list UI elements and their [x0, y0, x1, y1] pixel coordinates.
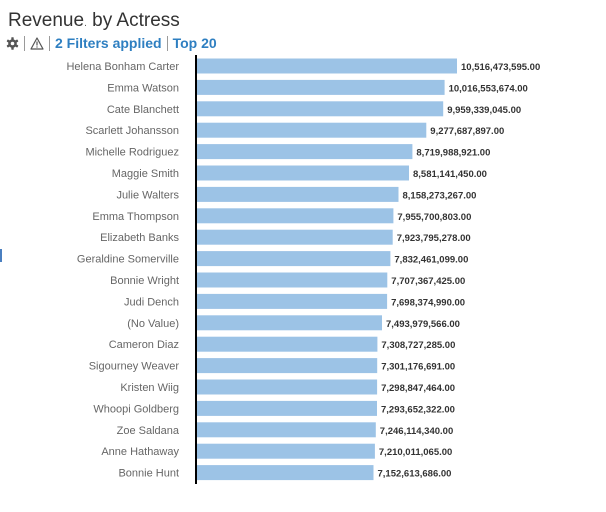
- bar[interactable]: [196, 144, 413, 160]
- value-label: 10,516,473,595.00: [461, 62, 540, 73]
- category-label: Maggie Smith: [112, 168, 179, 180]
- bar[interactable]: [196, 229, 393, 245]
- value-label: 9,277,687,897.00: [430, 126, 504, 137]
- category-label: Scarlett Johansson: [85, 125, 179, 137]
- value-label: 7,955,700,803.00: [397, 212, 471, 223]
- category-label: Cameron Diaz: [109, 339, 179, 351]
- bar[interactable]: [196, 400, 377, 416]
- bar[interactable]: [196, 465, 374, 481]
- category-label: Michelle Rodriguez: [85, 147, 179, 159]
- value-label: 7,293,652,322.00: [381, 404, 455, 415]
- value-label: 8,581,141,450.00: [413, 169, 487, 180]
- toolbar-divider: [49, 35, 50, 51]
- bar[interactable]: [196, 101, 444, 117]
- value-label: 9,959,339,045.00: [447, 105, 521, 116]
- bar[interactable]: [196, 251, 391, 267]
- category-label: Zoe Saldana: [117, 425, 180, 437]
- bar[interactable]: [196, 422, 376, 438]
- value-label: 7,246,114,340.00: [380, 426, 453, 437]
- category-label: Judi Dench: [124, 296, 179, 308]
- title-part2: by Actress: [86, 10, 180, 31]
- chart-toolbar: 2 Filters applied Top 20: [5, 34, 217, 52]
- bar[interactable]: [196, 186, 399, 202]
- category-label: Elizabeth Banks: [100, 232, 179, 244]
- value-label: 8,719,988,921.00: [416, 148, 490, 159]
- bar[interactable]: [196, 443, 375, 459]
- value-label: 7,210,011,065.00: [379, 447, 452, 458]
- category-label: Emma Thompson: [92, 211, 179, 223]
- category-label: Kristen Wiig: [120, 382, 179, 394]
- category-label: Sigourney Weaver: [89, 361, 180, 373]
- value-label: 7,707,367,425.00: [391, 276, 465, 287]
- bar[interactable]: [196, 272, 388, 288]
- selection-marker: [0, 249, 2, 262]
- value-label: 7,832,461,099.00: [394, 255, 468, 266]
- value-label: 7,301,176,691.00: [381, 362, 455, 373]
- category-label: Cate Blanchett: [107, 104, 179, 116]
- category-label: Helena Bonham Carter: [66, 61, 179, 73]
- gear-icon[interactable]: [5, 35, 19, 51]
- bar[interactable]: [196, 122, 427, 138]
- bar[interactable]: [196, 358, 378, 374]
- category-label: Geraldine Somerville: [77, 254, 179, 266]
- category-label: Bonnie Wright: [110, 275, 179, 287]
- bar[interactable]: [196, 315, 382, 331]
- value-label: 7,923,795,278.00: [397, 233, 471, 244]
- category-label: Bonnie Hunt: [118, 468, 179, 480]
- filters-applied-link[interactable]: 2 Filters applied: [55, 35, 162, 51]
- category-label: Emma Watson: [107, 82, 179, 94]
- value-label: 7,698,374,990.00: [391, 297, 465, 308]
- category-label: Whoopi Goldberg: [93, 403, 179, 415]
- toolbar-divider: [24, 35, 25, 51]
- bar[interactable]: [196, 336, 378, 352]
- top-n-link[interactable]: Top 20: [172, 35, 217, 51]
- bar[interactable]: [196, 208, 394, 224]
- category-label: Julie Walters: [116, 189, 179, 201]
- toolbar-divider: [166, 35, 168, 51]
- bar[interactable]: [196, 379, 378, 395]
- value-label: 8,158,273,267.00: [403, 190, 477, 201]
- bar[interactable]: [196, 58, 457, 74]
- value-label: 7,298,847,464.00: [381, 383, 455, 394]
- bar[interactable]: [196, 293, 388, 309]
- title-part1: Revenue: [8, 10, 85, 31]
- bar[interactable]: [196, 165, 409, 181]
- value-label: 10,016,553,674.00: [449, 83, 528, 94]
- bar[interactable]: [196, 79, 445, 95]
- category-label: Anne Hathaway: [101, 446, 179, 458]
- warning-triangle-icon[interactable]: [30, 35, 44, 51]
- chart-title: Revenue. by Actress: [8, 10, 180, 32]
- title-dot: .: [84, 18, 87, 29]
- category-label: (No Value): [127, 318, 179, 330]
- value-label: 7,493,979,566.00: [386, 319, 460, 330]
- value-label: 7,152,613,686.00: [378, 469, 452, 480]
- value-label: 7,308,727,285.00: [381, 340, 455, 351]
